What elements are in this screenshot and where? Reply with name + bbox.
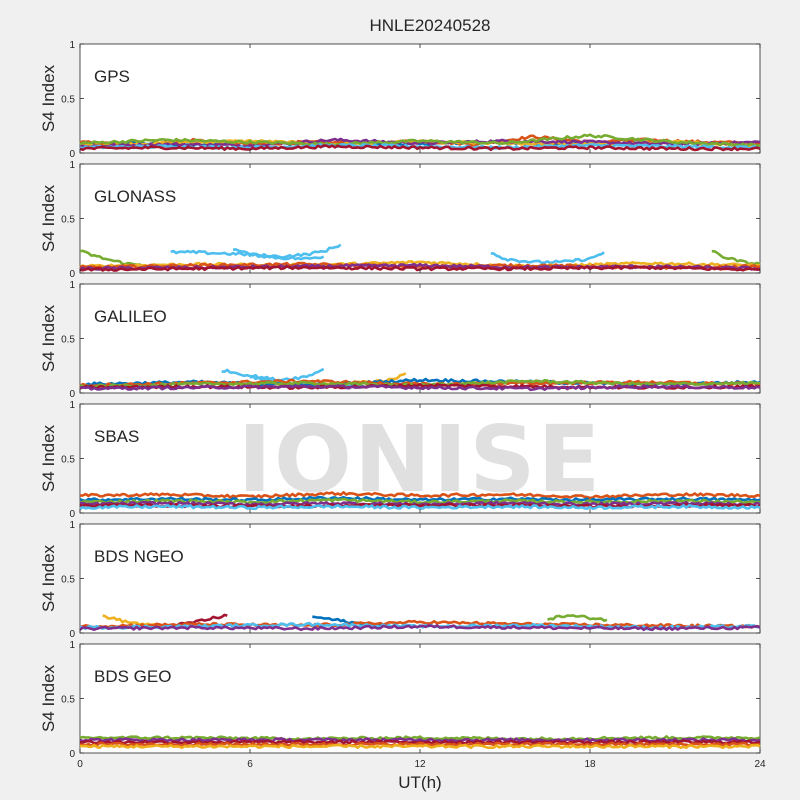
series-group (79, 613, 761, 632)
y-tick-label: 0 (69, 629, 75, 640)
panel-label: GLONASS (94, 187, 176, 206)
y-tick-label: 1 (69, 160, 75, 171)
y-tick-label: 0 (69, 149, 75, 160)
x-tick-label: 24 (754, 759, 766, 770)
panel-gps: GPS 0 0.5 1 S4 Index (39, 40, 761, 160)
series-group (79, 133, 761, 152)
y-tick-label: 0.5 (61, 215, 75, 226)
series-line (490, 251, 605, 265)
panel-bds-geo: BDS GEO 0 0.5 1 0 6 12 18 24 S4 Index (39, 640, 766, 770)
x-tick-label: 0 (77, 759, 83, 770)
panel-bds-ngeo: BDS NGEO 0 0.5 1 S4 Index (39, 520, 761, 640)
figure-title: HNLE20240528 (369, 16, 491, 35)
series-line (79, 377, 761, 388)
series-line (547, 614, 608, 622)
y-tick-label: 1 (69, 640, 75, 651)
y-tick-label: 1 (69, 520, 75, 531)
series-line (79, 133, 761, 148)
y-tick-label: 0 (69, 509, 75, 520)
series-line (79, 504, 761, 511)
plot-area (79, 283, 761, 394)
panel-galileo: GALILEO 0 0.5 1 S4 Index (39, 280, 761, 400)
x-tick-label: 18 (584, 759, 596, 770)
panel-label: GALILEO (94, 307, 167, 326)
series-group (79, 735, 761, 750)
y-tick-label: 0.5 (61, 95, 75, 106)
series-line (170, 613, 228, 629)
panel-sbas: SBAS 0 0.5 1 S4 Index (39, 400, 761, 520)
series-line (79, 500, 761, 507)
y-axis-label: S4 Index (39, 664, 58, 732)
y-tick-label: 1 (69, 280, 75, 291)
series-line (221, 367, 325, 383)
series-line (79, 619, 761, 629)
series-line (79, 144, 761, 152)
y-tick-label: 0 (69, 749, 75, 760)
plot-area (79, 523, 761, 634)
series-line (79, 624, 761, 632)
x-axis-label: UT(h) (398, 773, 441, 792)
y-tick-label: 0 (69, 389, 75, 400)
panel-label: SBAS (94, 427, 139, 446)
y-tick-label: 0.5 (61, 335, 75, 346)
plot-area (79, 643, 761, 754)
series-line (79, 495, 761, 503)
y-axis-label: S4 Index (39, 64, 58, 132)
series-group (79, 491, 761, 511)
panel-label: GPS (94, 67, 130, 86)
y-axis-label: S4 Index (39, 424, 58, 492)
series-line (79, 743, 761, 750)
y-tick-label: 0 (69, 269, 75, 280)
plot-area (79, 163, 761, 274)
y-tick-label: 1 (69, 400, 75, 411)
panel-label: BDS NGEO (94, 547, 184, 566)
x-tick-label: 6 (247, 759, 253, 770)
y-axis-label: S4 Index (39, 304, 58, 372)
panel-glonass: GLONASS 0 0.5 1 S4 Index (39, 160, 761, 280)
plot-area (79, 43, 761, 154)
y-tick-label: 0.5 (61, 575, 75, 586)
y-axis-label: S4 Index (39, 544, 58, 612)
series-group (79, 367, 761, 392)
series-line (79, 384, 761, 392)
panel-label: BDS GEO (94, 667, 171, 686)
series-line (232, 248, 325, 261)
y-axis-label: S4 Index (39, 184, 58, 252)
y-tick-label: 1 (69, 40, 75, 51)
y-tick-label: 0.5 (61, 695, 75, 706)
series-line (79, 491, 761, 500)
x-tick-label: 12 (414, 759, 426, 770)
y-tick-label: 0.5 (61, 455, 75, 466)
